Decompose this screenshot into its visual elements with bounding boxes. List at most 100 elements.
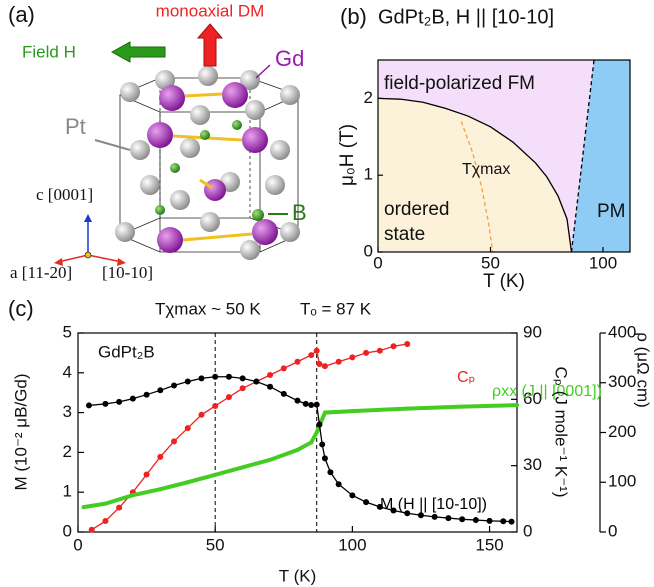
data-point	[212, 373, 219, 380]
tick-label: 200	[608, 422, 636, 441]
crystal-diagram	[54, 23, 300, 266]
y2-axis-label: Cₚ (J mole⁻¹ K⁻¹)	[552, 366, 571, 497]
data-point	[319, 441, 326, 448]
data-point	[103, 501, 108, 506]
data-point	[185, 480, 190, 485]
chart-title: GdPt₂B, H || [10-10]	[378, 6, 554, 28]
annotation: Tχmax	[462, 161, 510, 178]
data-point	[267, 383, 274, 390]
data-point	[213, 472, 218, 477]
x-tick-label: 0	[373, 253, 382, 272]
panel-label: (a)	[8, 2, 35, 27]
region-label: ordered	[384, 199, 450, 220]
data-point	[376, 347, 383, 354]
axis-label: [10-10]	[102, 263, 153, 282]
data-point	[143, 471, 150, 478]
data-point	[102, 400, 109, 407]
data-point	[239, 375, 246, 382]
data-point	[321, 455, 328, 462]
data-point	[404, 510, 411, 517]
data-point	[81, 505, 86, 510]
data-point	[322, 410, 327, 415]
data-point	[486, 517, 493, 524]
data-point	[327, 469, 334, 476]
y-axis-label: M (10⁻² μB/Gd)	[11, 373, 30, 490]
tick-label: 60	[523, 389, 542, 408]
data-point	[240, 465, 245, 470]
data-point	[212, 402, 219, 409]
data-point	[500, 518, 507, 525]
data-point	[88, 526, 95, 533]
data-point	[116, 504, 123, 511]
phase-boundary	[460, 121, 494, 253]
x-axis-label: T (K)	[483, 271, 525, 292]
tick-label: 2	[63, 442, 72, 461]
tick-label: 0	[63, 521, 72, 540]
series-line	[91, 343, 408, 531]
data-point	[376, 503, 383, 510]
tick-label: 400	[608, 322, 636, 341]
panel-label: (b)	[340, 4, 367, 29]
tick-label: 30	[523, 455, 542, 474]
x-tick-label: 100	[338, 535, 366, 554]
series-label: M (H || [10-10])	[380, 496, 487, 513]
dm-label: monoaxial DM	[156, 1, 265, 20]
annotation: Tχmax ~ 50 K	[155, 299, 261, 318]
data-point	[314, 430, 319, 435]
data-point	[321, 363, 328, 370]
tick-label: 5	[63, 322, 72, 341]
tick-label: 100	[608, 472, 636, 491]
data-point	[239, 385, 246, 392]
y3-axis-label: ρ (μΩ cm)	[634, 332, 653, 408]
data-point	[316, 421, 323, 428]
region	[571, 60, 630, 252]
data-point	[405, 406, 410, 411]
data-point	[130, 493, 135, 498]
data-point	[350, 409, 355, 414]
data-point	[390, 507, 397, 514]
x-tick-label: 50	[481, 253, 500, 272]
data-point	[313, 347, 320, 354]
data-point	[431, 513, 438, 520]
data-point	[267, 372, 274, 379]
data-point	[313, 401, 320, 408]
phase-boundary	[377, 97, 573, 253]
plot-frame	[377, 59, 631, 253]
compound-label: GdPt₂B	[98, 342, 155, 361]
data-point	[349, 354, 356, 361]
data-point	[390, 343, 397, 350]
region-label: field-polarized FM	[384, 73, 535, 94]
data-point	[363, 499, 370, 506]
data-point	[508, 518, 515, 525]
data-point	[102, 517, 109, 524]
data-point	[280, 365, 287, 372]
tick-label: 0	[523, 521, 532, 540]
data-point	[445, 515, 452, 522]
data-point	[349, 492, 356, 499]
x-tick-label: 100	[589, 253, 617, 272]
data-point	[225, 394, 232, 401]
data-point	[157, 453, 164, 460]
x-tick-label: 50	[206, 535, 225, 554]
data-point	[294, 397, 301, 404]
tick-label: 90	[523, 322, 542, 341]
data-point	[335, 481, 342, 488]
y-axis-label: μ₀H (T)	[337, 124, 358, 186]
axis-label: c [0001]	[36, 185, 93, 204]
data-point	[171, 382, 178, 389]
tick-label: 1	[63, 482, 72, 501]
data-point	[225, 373, 232, 380]
region-label: state	[384, 224, 425, 245]
axis-label: a [11-20]	[10, 263, 72, 282]
data-point	[157, 387, 164, 394]
data-point	[302, 400, 309, 407]
data-point	[515, 403, 519, 408]
data-point	[308, 402, 315, 409]
series-line	[83, 403, 518, 510]
data-point	[143, 391, 150, 398]
data-point	[308, 352, 315, 359]
y-tick-label: 2	[364, 88, 373, 107]
data-point	[295, 447, 300, 452]
